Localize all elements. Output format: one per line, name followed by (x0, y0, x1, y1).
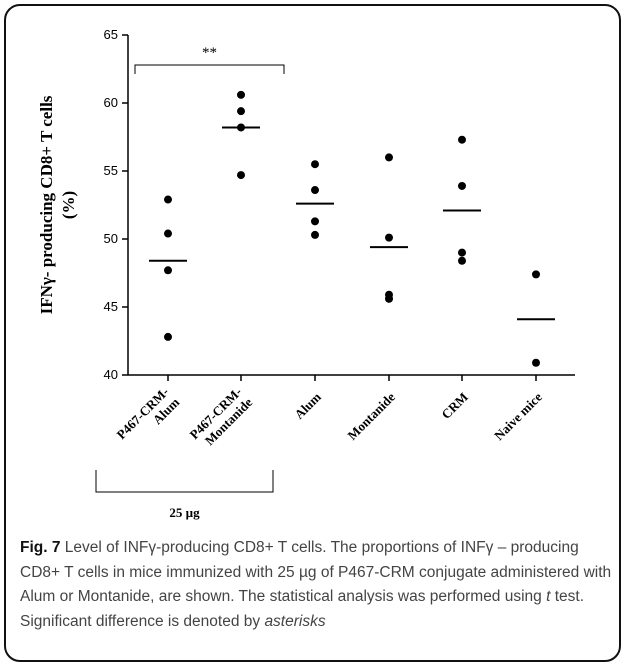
y-tick-label: 45 (104, 299, 118, 314)
x-tick-label: Naive mice (491, 389, 545, 443)
y-axis-label-line2: (%) (59, 191, 78, 219)
data-point (311, 217, 319, 226)
chart: IFNγ- producing CD8+ T cells (%) 40 45 50 5… (37, 27, 575, 520)
y-tick-label: 60 (104, 95, 118, 110)
annotations: ** 25 µg (95, 45, 285, 520)
data-point (385, 153, 393, 162)
caption-italic-asterisks: asterisks (264, 612, 326, 630)
y-tick-label: 65 (104, 27, 118, 42)
axes: 40 45 50 55 60 65 P467-CRM-Alum P467-CRM-Montan… (104, 27, 575, 448)
data-point (311, 186, 319, 195)
data-point (385, 233, 393, 242)
group-bracket-label: 25 µg (169, 505, 200, 520)
data-point (237, 171, 245, 180)
x-tick-label-line: Naive mice (491, 389, 545, 443)
data-point (237, 107, 245, 116)
caption-fig-label: Fig. 7 (20, 539, 61, 556)
figure-caption: Fig. 7 Level of INFγ-producing CD8+ T ce… (20, 536, 612, 634)
data-point (311, 230, 319, 239)
y-axis-label: IFNγ- producing CD8+ T cells (%) (37, 95, 78, 314)
x-tick-label-line: Montanide (344, 389, 398, 443)
x-tick-label-line: CRM (438, 389, 471, 422)
x-tick-label-line: Alum (291, 389, 324, 422)
data-point (164, 266, 172, 275)
data-point (532, 270, 540, 279)
y-tick-label: 40 (104, 367, 118, 382)
x-tick-label: P467-CRM-Montanide (187, 384, 256, 448)
data-point (458, 181, 466, 190)
figure-frame (4, 4, 621, 662)
x-tick-label: Alum (291, 389, 324, 422)
x-tick-label: CRM (438, 389, 471, 422)
group-bracket (95, 470, 274, 493)
data-point (458, 248, 466, 257)
y-tick-label: 50 (104, 231, 118, 246)
data-point (237, 90, 245, 99)
y-tick-label: 55 (104, 163, 118, 178)
significance-label: ** (202, 45, 217, 61)
data-point (311, 160, 319, 169)
data-point (532, 358, 540, 367)
data-point (385, 294, 393, 303)
data-point (164, 229, 172, 238)
x-tick-label: Montanide (344, 389, 398, 443)
data-point (164, 195, 172, 204)
caption-text-2: test. Significant difference is denoted … (20, 588, 585, 630)
data-point (458, 256, 466, 265)
data-point (164, 332, 172, 341)
data-point (458, 135, 466, 144)
x-tick-label: P467-CRM-Alum (114, 384, 183, 442)
data-marks (149, 90, 555, 367)
caption-italic-t: t (546, 588, 551, 605)
y-axis-label-line1: IFNγ- producing CD8+ T cells (37, 95, 56, 314)
caption-text-1: Level of INFγ-producing CD8+ T cells. Th… (20, 539, 612, 605)
significance-bracket (134, 64, 285, 74)
